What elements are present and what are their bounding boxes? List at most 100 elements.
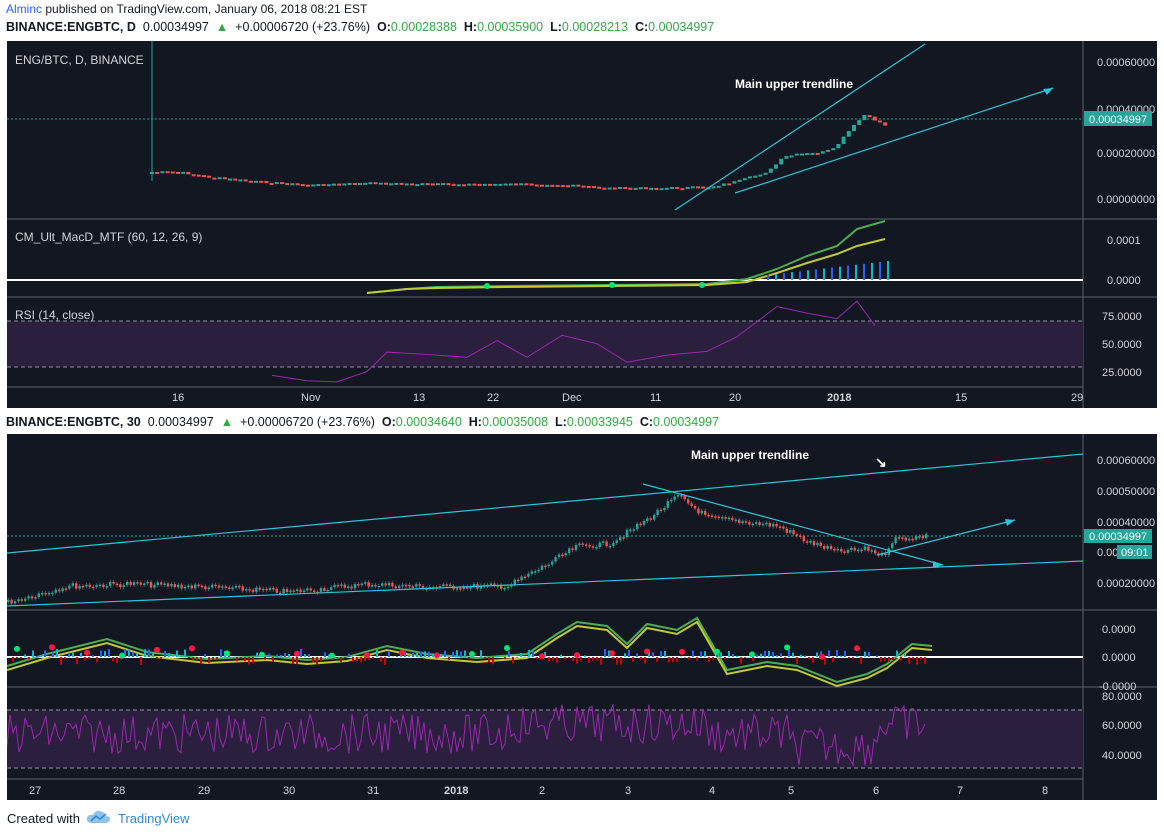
- top-pane-title: ENG/BTC, D, BINANCE: [15, 53, 144, 67]
- top-annotation: Main upper trendline: [735, 77, 853, 91]
- macd-slow-line: [7, 620, 933, 688]
- candle: [446, 183, 451, 186]
- svg-text:0.0000: 0.0000: [1107, 275, 1141, 287]
- macd-histogram-bar: [336, 657, 338, 658]
- macd-histogram-bar: [904, 653, 906, 657]
- macd-histogram-bar: [284, 652, 286, 657]
- candle: [363, 182, 368, 185]
- macd-cross-dot: [784, 644, 790, 651]
- macd-cross-dot: [819, 653, 825, 660]
- candle: [160, 171, 165, 174]
- macd-cross-dot: [14, 645, 20, 652]
- candle: [519, 183, 524, 186]
- candle: [259, 180, 264, 183]
- macd-histogram-bar: [784, 657, 786, 659]
- candle: [618, 187, 622, 190]
- candle: [368, 182, 373, 185]
- macd-histogram-bar: [884, 657, 886, 662]
- bottom-rsi-line: [7, 704, 926, 767]
- top-chart[interactable]: ENG/BTC, D, BINANCE Main upper trendline…: [7, 41, 1157, 408]
- macd-cross-dot: [539, 653, 545, 660]
- candle: [836, 143, 841, 149]
- macd-histogram-bar: [408, 654, 410, 657]
- macd-histogram-bar: [512, 657, 514, 664]
- macd-histogram-bar: [204, 653, 206, 657]
- candle: [607, 187, 612, 190]
- candle: [846, 131, 851, 137]
- macd-cross-dot: [399, 649, 405, 656]
- candle: [852, 124, 856, 132]
- macd-histogram-bar: [28, 657, 30, 660]
- macd-histogram-bar: [796, 657, 798, 665]
- macd-cross-dot: [189, 645, 195, 652]
- macd-histogram-bar: [736, 655, 738, 657]
- top-low: 0.00028213: [561, 20, 628, 34]
- bottom-close: 0.00034997: [653, 415, 720, 429]
- macd-histogram-bar: [768, 650, 770, 657]
- macd-histogram-bar: [296, 657, 298, 665]
- bottom-symbol[interactable]: BINANCE:ENGBTC, 30: [6, 415, 141, 429]
- macd-histogram-bar: [855, 264, 857, 280]
- macd-histogram-bar: [144, 649, 146, 657]
- macd-histogram-bar: [712, 657, 714, 660]
- bottom-price-axis: 0.00060000 0.00050000 0.00040000 0.0000 …: [1097, 455, 1155, 762]
- svg-text:29: 29: [198, 785, 210, 797]
- candle: [337, 183, 342, 186]
- top-upper-trendline: [674, 43, 926, 211]
- candle: [441, 183, 446, 186]
- candle: [550, 184, 555, 187]
- macd-histogram-bar: [292, 657, 294, 664]
- macd-histogram-bar: [620, 657, 622, 665]
- macd-histogram-bar: [380, 657, 382, 662]
- macd-histogram-bar: [720, 652, 722, 657]
- macd-histogram-bar: [732, 653, 734, 657]
- svg-text:31: 31: [367, 785, 379, 797]
- macd-cross-dot: [854, 645, 860, 652]
- top-symbol[interactable]: BINANCE:ENGBTC, D: [6, 20, 136, 34]
- macd-cross-dot: [329, 652, 335, 659]
- macd-histogram-bar: [88, 657, 90, 660]
- macd-histogram-bar: [920, 657, 922, 660]
- macd-histogram-bar: [404, 651, 406, 657]
- top-open: 0.00028388: [390, 20, 457, 34]
- candle: [581, 185, 586, 188]
- candle: [670, 186, 674, 189]
- author-link[interactable]: Alminc: [6, 2, 43, 16]
- candle: [872, 116, 877, 121]
- candle: [300, 184, 305, 187]
- macd-histogram-bar: [452, 651, 454, 657]
- tradingview-cloud-icon[interactable]: [86, 809, 112, 825]
- candle: [295, 183, 300, 186]
- candle: [233, 178, 238, 181]
- macd-histogram-bar: [560, 654, 562, 657]
- candle: [514, 183, 518, 186]
- macd-histogram-bar: [808, 657, 810, 660]
- macd-histogram-bar: [847, 265, 849, 280]
- macd-histogram-bar: [328, 654, 330, 657]
- bottom-open: 0.00034640: [395, 415, 462, 429]
- svg-text:75.0000: 75.0000: [1102, 311, 1142, 323]
- macd-histogram-bar: [92, 655, 94, 657]
- top-price-badge: 0.00034997: [1089, 114, 1147, 126]
- svg-text:0.00060000: 0.00060000: [1097, 455, 1155, 467]
- bottom-chart[interactable]: ↘ Main upper trendline 0.00060000 0.0005…: [7, 434, 1157, 800]
- macd-histogram-bar: [608, 650, 610, 657]
- candle: [347, 182, 352, 185]
- candle: [867, 115, 872, 118]
- candle: [789, 155, 794, 158]
- macd-histogram-bar: [924, 657, 926, 664]
- macd-histogram-bar: [900, 657, 902, 661]
- svg-text:0.00040000: 0.00040000: [1097, 517, 1155, 529]
- macd-histogram-bar: [488, 657, 490, 663]
- tradingview-brand-link[interactable]: TradingView: [118, 811, 190, 826]
- macd-histogram-bar: [788, 649, 790, 657]
- macd-histogram-bar: [236, 657, 238, 662]
- macd-histogram-bar: [568, 657, 570, 659]
- candle: [285, 183, 290, 186]
- macd-histogram-bar: [216, 657, 218, 661]
- macd-histogram-bar: [536, 657, 538, 660]
- candle: [680, 188, 685, 191]
- macd-histogram-bar: [708, 657, 710, 663]
- macd-histogram-bar: [576, 657, 578, 664]
- macd-histogram-bar: [364, 657, 366, 661]
